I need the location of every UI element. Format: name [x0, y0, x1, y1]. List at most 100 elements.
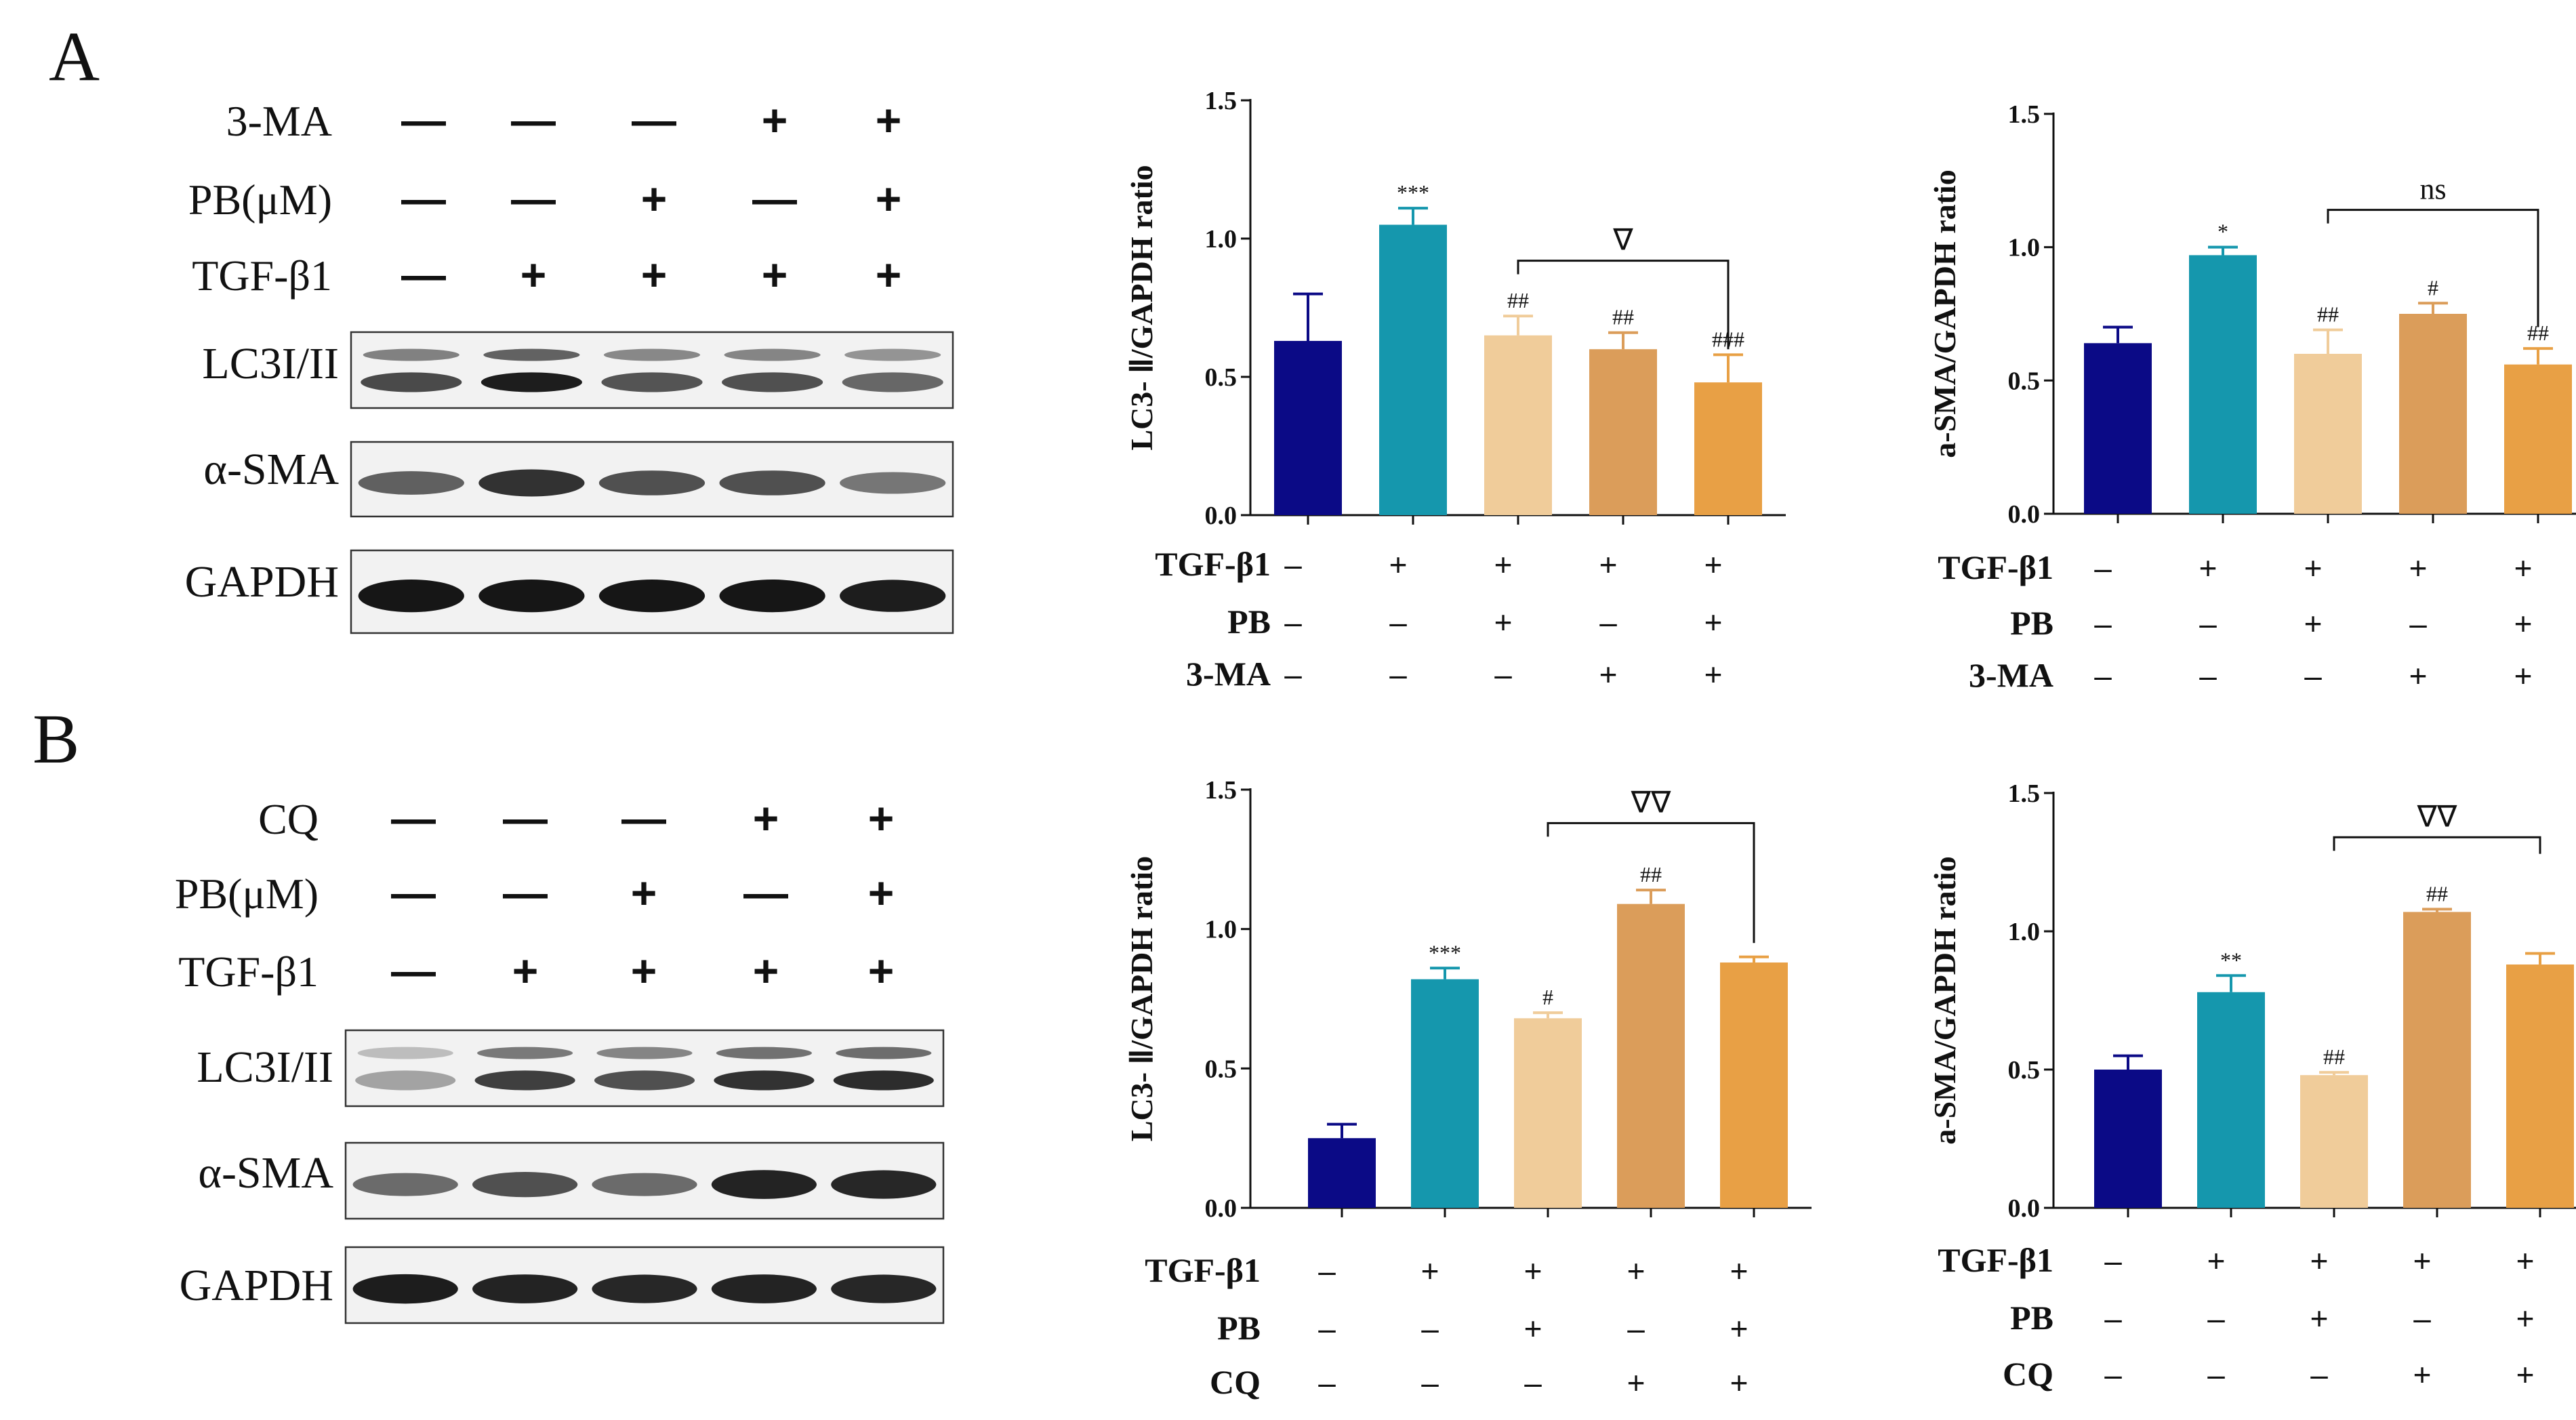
panel-letter-b: B — [33, 700, 79, 778]
blot-frame — [344, 1029, 945, 1108]
band-upper — [603, 348, 701, 361]
bar — [2399, 314, 2467, 514]
bar — [1308, 1138, 1376, 1208]
condition-symbol: + — [762, 95, 788, 145]
condition-label: TGF-β1 — [1938, 548, 2053, 586]
condition-symbol: – — [1389, 605, 1407, 640]
condition-symbol: + — [762, 249, 788, 300]
band-upper — [596, 1047, 693, 1059]
condition-symbol: + — [1494, 605, 1513, 640]
band-upper — [716, 1047, 812, 1059]
condition-symbol: – — [1599, 605, 1617, 640]
condition-symbol: + — [1627, 1365, 1645, 1400]
condition-label: TGF-β1 — [1145, 1251, 1261, 1289]
bar — [1484, 335, 1552, 515]
significance-label: ** — [2220, 948, 2242, 972]
bar — [2403, 912, 2471, 1208]
condition-label: TGF-β1 — [1155, 545, 1271, 583]
condition-label: PB(μM) — [175, 870, 319, 918]
significance-label: ## — [2323, 1044, 2345, 1069]
band — [472, 1274, 578, 1303]
condition-symbol: + — [753, 793, 779, 843]
band-lower — [481, 372, 582, 392]
band-upper — [836, 1047, 932, 1059]
band — [598, 470, 706, 495]
band — [592, 1173, 697, 1196]
y-tick-label: 0.0 — [2008, 1194, 2041, 1223]
condition-label: CQ — [258, 795, 319, 843]
band-label: α-SMA — [203, 445, 339, 494]
band — [478, 469, 585, 497]
condition-symbol: + — [876, 249, 902, 300]
band — [840, 472, 946, 494]
band — [472, 1171, 578, 1198]
bar — [1694, 382, 1762, 515]
condition-symbol: — — [511, 95, 556, 145]
comparison-bracket — [1547, 821, 1755, 944]
significance-label: ## — [1640, 862, 1662, 887]
band-lower — [601, 372, 703, 392]
condition-symbol: — — [391, 946, 436, 996]
band — [358, 579, 464, 613]
y-tick-label: 0.5 — [1205, 1055, 1238, 1083]
comparison-bracket — [2333, 836, 2541, 854]
bracket-label: ns — [2419, 173, 2446, 206]
band-label: GAPDH — [185, 557, 339, 607]
bar — [1274, 340, 1342, 515]
condition-symbol: + — [2199, 550, 2217, 586]
y-tick-label: 1.0 — [1205, 916, 1238, 944]
condition-symbol: + — [2413, 1243, 2432, 1278]
condition-symbol: + — [1389, 547, 1408, 582]
band — [358, 471, 464, 495]
condition-label: 3-MA — [226, 97, 332, 145]
condition-symbol: + — [1524, 1311, 1542, 1346]
y-axis-label: LC3- Ⅱ/GAPDH ratio — [1124, 165, 1159, 450]
condition-symbol: – — [2094, 606, 2112, 641]
condition-symbol: + — [631, 868, 657, 918]
condition-symbol: – — [1421, 1365, 1439, 1400]
condition-symbol: — — [401, 249, 446, 300]
condition-symbol: + — [868, 946, 895, 996]
y-tick-label: 1.0 — [1205, 225, 1238, 253]
significance-label: # — [1542, 985, 1553, 1009]
significance-label: ## — [1612, 305, 1634, 329]
bar — [2084, 343, 2152, 514]
condition-label: TGF-β1 — [192, 251, 332, 300]
y-tick-label: 0.5 — [2008, 367, 2041, 395]
condition-symbol: + — [641, 174, 668, 224]
band-lower — [722, 372, 823, 392]
band — [840, 580, 946, 612]
condition-label: 3-MA — [1969, 656, 2053, 694]
y-tick-label: 1.5 — [2008, 779, 2041, 808]
y-axis-label: a-SMA/GAPDH ratio — [1927, 169, 1962, 458]
condition-symbol: + — [2516, 1243, 2535, 1278]
bar — [2300, 1075, 2368, 1208]
condition-symbol: – — [2409, 606, 2427, 641]
comparison-bracket — [2327, 209, 2539, 327]
y-axis-label: a-SMA/GAPDH ratio — [1927, 856, 1962, 1144]
band — [719, 579, 825, 613]
condition-symbol: – — [2199, 658, 2217, 693]
condition-symbol: + — [2514, 658, 2533, 693]
condition-label: 3-MA — [1186, 655, 1271, 693]
condition-symbol: + — [1704, 657, 1723, 692]
condition-symbol: + — [1524, 1253, 1542, 1289]
bar — [1411, 979, 1479, 1208]
band-upper — [477, 1047, 573, 1059]
band-lower — [714, 1070, 815, 1091]
condition-label: PB — [1227, 603, 1271, 641]
condition-symbol: – — [1494, 657, 1512, 692]
y-tick-label: 1.5 — [2008, 100, 2041, 129]
condition-symbol: + — [2409, 658, 2428, 693]
condition-symbol: + — [1704, 605, 1723, 640]
significance-label: ## — [2426, 881, 2448, 906]
band — [352, 1274, 458, 1304]
condition-symbol: – — [2199, 606, 2217, 641]
band-lower — [833, 1070, 934, 1091]
condition-symbol: + — [2516, 1301, 2535, 1336]
condition-symbol: – — [1389, 657, 1407, 692]
significance-label: *** — [1397, 180, 1429, 205]
band — [598, 579, 706, 613]
band — [711, 1170, 817, 1199]
